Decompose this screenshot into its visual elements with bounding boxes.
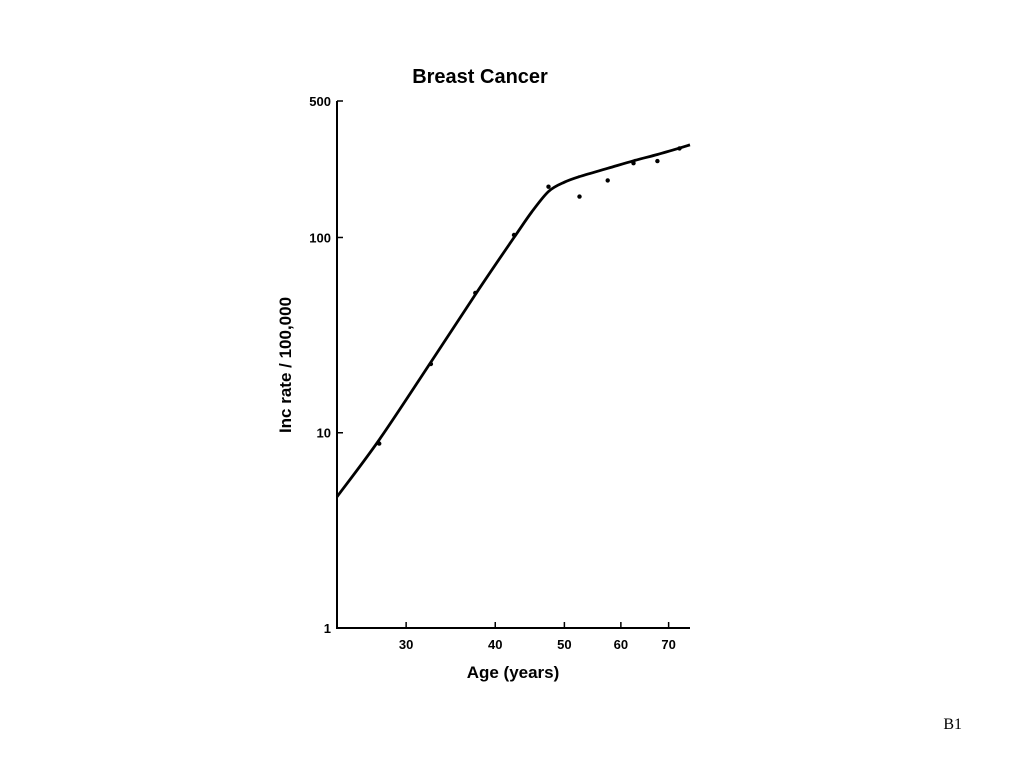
slide-label: B1 [943,716,962,733]
fit-curve-line [335,143,691,498]
axes: 30 40 50 60 70 1 10 100 500 [309,94,690,652]
x-tick-label: 60 [614,637,628,652]
y-tick-label: 100 [309,230,331,245]
y-tick-label: 1 [324,621,331,636]
data-points [377,146,682,446]
data-point [631,161,636,166]
y-tick-label: 10 [317,426,331,441]
data-point [511,232,517,238]
data-point [605,178,610,183]
x-tick-label: 40 [488,637,502,652]
data-point [377,441,382,446]
data-point [473,290,478,296]
data-point [655,158,660,164]
x-tick-label: 70 [661,637,675,652]
x-tick-label: 50 [557,637,571,652]
chart-title: Breast Cancer [412,66,548,88]
data-point [577,194,582,199]
data-point [428,361,434,367]
data-point [546,184,551,189]
x-axis-label: Age (years) [467,663,560,682]
data-point [677,146,682,151]
y-axis-label: Inc rate / 100,000 [276,297,295,433]
y-tick-label: 500 [309,94,331,109]
fit-curve [335,143,691,498]
x-tick-label: 30 [399,637,413,652]
